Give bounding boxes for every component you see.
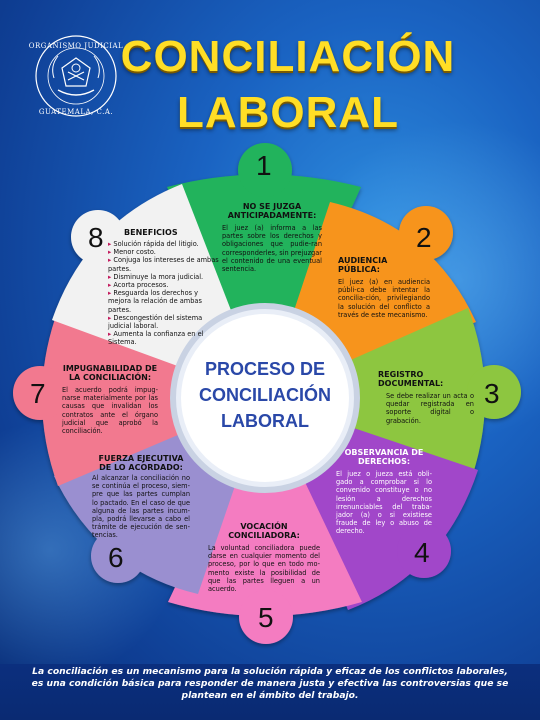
footer-line-3: plantean en el ámbito del trabajo.	[181, 690, 359, 701]
segment-2-text: AUDIENCIA PÚBLICA: El juez (a) en audien…	[338, 256, 430, 319]
segment-6-text: FUERZA EJECUTIVA DE LO ACORDADO: Al alca…	[92, 454, 190, 540]
segment-2-title: AUDIENCIA PÚBLICA:	[338, 256, 388, 274]
segment-6-tab	[91, 529, 145, 583]
list-item: Acorta procesos.	[108, 281, 220, 289]
segment-4-number: 4	[414, 537, 430, 568]
segment-3-body: Se debe realizar un acta o quedar regist…	[386, 392, 474, 425]
segment-7-title: IMPUGNABILIDAD DE LA CONCILIACIÓN:	[62, 364, 158, 382]
center-title: PROCESO DE CONCILIACIÓN LABORAL	[190, 356, 340, 434]
title-line-2: LABORAL	[176, 88, 400, 137]
segment-1-title: NO SE JUZGA ANTICIPADAMENTE:	[227, 202, 317, 220]
segment-3-tab	[467, 365, 521, 419]
segment-8-text: BENEFICIOS Solución rápida del litigio. …	[108, 228, 220, 347]
segment-5-text: VOCACIÓN CONCILIADORA: La voluntad conci…	[208, 522, 320, 593]
list-item: Descongestión del sistema judicial labor…	[108, 314, 220, 330]
segment-2-body: El juez (a) en audiencia públi-ca debe i…	[338, 278, 430, 319]
segment-7-shape	[42, 310, 265, 486]
segment-7-tab	[13, 366, 67, 420]
segment-2-number: 2	[416, 222, 432, 253]
org-city: GUATEMALA, C.A.	[38, 108, 114, 116]
segment-3-text: REGISTRO DOCUMENTAL: Se debe realizar un…	[378, 370, 474, 425]
center-line-1: PROCESO DE	[204, 359, 326, 379]
segment-8-number: 8	[88, 222, 104, 253]
list-item: Aumenta la confianza en el Sistema.	[108, 330, 220, 346]
segment-4-tab	[397, 524, 451, 578]
list-item: Disminuye la mora judicial.	[108, 273, 220, 281]
segment-3-number: 3	[484, 378, 500, 409]
segment-1-body: El juez (a) informa a las partes sobre l…	[222, 224, 322, 274]
list-item: Conjuga los intereses de ambas partes.	[108, 256, 220, 272]
center-disc	[181, 314, 349, 482]
footer-line-1: La conciliación es un mecanismo para la …	[32, 666, 508, 677]
segment-2-tab	[399, 206, 453, 260]
segment-5-number: 5	[258, 602, 274, 633]
seal-emblem-icon	[35, 35, 117, 117]
segment-4-body: El juez o jueza está obli-gado a comprob…	[336, 470, 432, 536]
segment-5-tab	[239, 590, 293, 644]
segment-1-number: 1	[256, 150, 272, 181]
footer-line-2: es una condición básica para responder d…	[31, 678, 509, 689]
segment-1-text: NO SE JUZGA ANTICIPADAMENTE: El juez (a)…	[222, 202, 322, 273]
segment-1-shape	[167, 174, 361, 398]
list-item: Solución rápida del litigio.	[108, 240, 220, 248]
organismo-judicial-seal: ORGANISMO JUDICIAL GUATEMALA, C.A.	[28, 28, 124, 124]
segment-1-tab	[238, 143, 292, 197]
center-line-2: CONCILIACIÓN	[199, 385, 331, 405]
segment-8-title: BENEFICIOS	[124, 228, 178, 237]
title-line-1: CONCILIACIÓN	[120, 32, 456, 81]
center-line-3: LABORAL	[221, 411, 309, 431]
segment-3-shape	[265, 308, 485, 488]
segment-4-text: OBSERVANCIA DE DERECHOS: El juez o jueza…	[336, 448, 432, 536]
segment-6-number: 6	[108, 542, 124, 573]
segment-7-text: IMPUGNABILIDAD DE LA CONCILIACIÓN: El ac…	[62, 364, 158, 435]
list-item: Resguarda los derechos y mejora la relac…	[108, 289, 220, 314]
segment-5-title: VOCACIÓN CONCILIADORA:	[228, 522, 300, 540]
segment-3-title: REGISTRO DOCUMENTAL:	[378, 370, 444, 388]
segment-5-body: La voluntad conciliadora puede darse en …	[208, 544, 320, 594]
segment-7-body: El acuerdo podrá impug-narse materialmen…	[62, 386, 158, 436]
segment-7-number: 7	[30, 378, 46, 409]
footer-banner: La conciliación es un mecanismo para la …	[0, 664, 540, 720]
segment-5-shape	[168, 398, 362, 616]
org-name: ORGANISMO JUDICIAL	[28, 42, 124, 50]
segment-6-body: Al alcanzar la conciliación no se contin…	[92, 474, 190, 540]
segment-6-title: FUERZA EJECUTIVA DE LO ACORDADO:	[98, 454, 184, 472]
benefits-list: Solución rápida del litigio. Menor costo…	[108, 240, 220, 347]
segment-4-title: OBSERVANCIA DE DERECHOS:	[344, 448, 424, 466]
list-item: Menor costo.	[108, 248, 220, 256]
